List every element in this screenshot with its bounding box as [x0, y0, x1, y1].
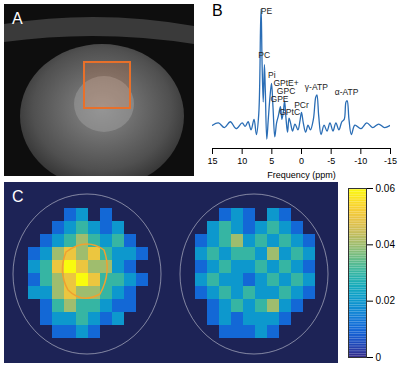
- html-text:A: A: [12, 10, 23, 27]
- svg-text:GPE: GPE: [270, 94, 289, 105]
- svg-text:10: 10: [237, 156, 247, 166]
- svg-text:γ-ATP: γ-ATP: [305, 82, 328, 92]
- svg-text:Pi: Pi: [268, 69, 276, 80]
- svg-text:PC: PC: [258, 50, 270, 60]
- svg-text:0: 0: [376, 352, 382, 363]
- svg-text:PE: PE: [261, 6, 273, 16]
- svg-text:-5: -5: [327, 156, 335, 166]
- svg-text:5: 5: [269, 156, 274, 166]
- html-text:B: B: [212, 2, 223, 19]
- svg-text:GPtC: GPtC: [279, 107, 300, 118]
- svg-text:0.04: 0.04: [376, 239, 396, 250]
- svg-text:-15: -15: [384, 156, 397, 166]
- svg-text:0.02: 0.02: [376, 295, 396, 306]
- svg-text:15: 15: [207, 156, 217, 166]
- svg-text:-10: -10: [354, 156, 367, 166]
- svg-text:Frequency (ppm): Frequency (ppm): [267, 170, 336, 180]
- svg-text:PCr: PCr: [294, 100, 309, 110]
- svg-text:GPtE+: GPtE+: [273, 78, 299, 88]
- svg-text:0: 0: [299, 156, 304, 166]
- svg-text:α-ATP: α-ATP: [335, 87, 359, 97]
- html-text:C: C: [12, 188, 24, 205]
- svg-text:0.06: 0.06: [376, 183, 396, 194]
- svg-text:GPC: GPC: [277, 86, 295, 96]
